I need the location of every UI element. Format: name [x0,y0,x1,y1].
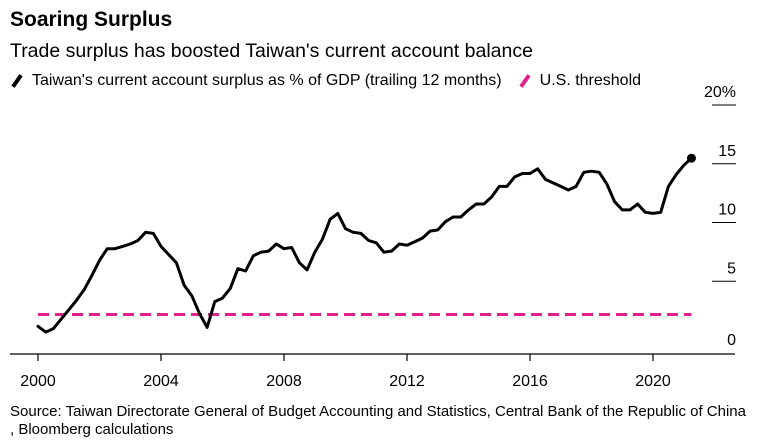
line-chart: 2000 2004 2008 2012 2016 2020 20% 15 10 5 0 [10,84,736,390]
x-tick-label: 2008 [266,373,302,390]
y-tick-label: 5 [727,260,736,277]
series-layer [36,153,696,334]
surplus-line [36,156,693,334]
legend-label-threshold: U.S. threshold [539,72,642,89]
x-tick-label: 2012 [389,373,425,390]
legend: Taiwan's current account surplus as % of… [10,72,657,90]
chart-subtitle: Trade surplus has boosted Taiwan's curre… [10,40,533,62]
chart-title: Soaring Surplus [10,8,173,31]
x-tick-label: 2000 [20,373,56,390]
x-tick-label: 2020 [635,373,671,390]
y-tick-label: 10 [718,202,736,219]
x-tick-label: 2016 [512,373,548,390]
y-tick-label: 0 [727,332,736,349]
source-note: Source: Taiwan Directorate General of Bu… [10,403,746,438]
x-tick-label: 2004 [143,373,179,390]
legend-item-surplus: Taiwan's current account surplus as % of… [10,72,502,90]
legend-item-threshold: U.S. threshold [518,72,641,90]
surplus-end-marker [686,153,696,163]
y-tick-label: 20% [704,84,736,101]
legend-label-surplus: Taiwan's current account surplus as % of… [32,72,502,89]
axis-layer: 2000 2004 2008 2012 2016 2020 20% 15 10 5 0 [10,84,736,390]
y-tick-label: 15 [718,143,736,160]
